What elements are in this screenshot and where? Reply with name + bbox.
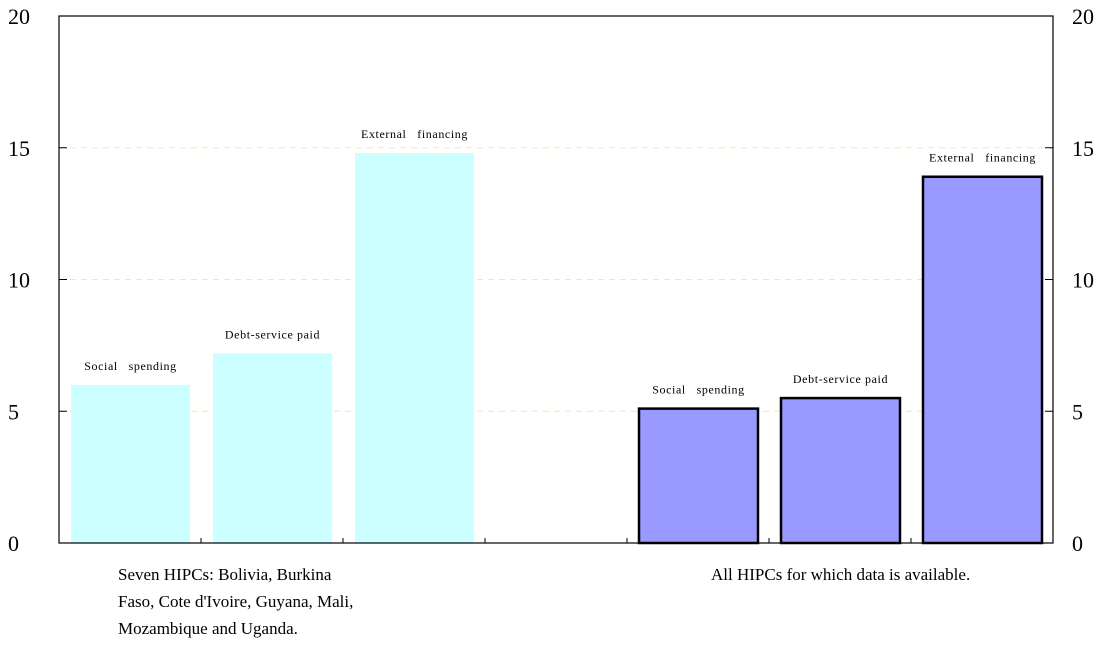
right-tick-label: 5: [1072, 399, 1083, 424]
bar: [71, 384, 190, 543]
right-tick-label: 10: [1072, 268, 1094, 293]
left-tick-label: 0: [8, 531, 19, 556]
left-tick-label: 5: [8, 399, 19, 424]
right-tick-label: 0: [1072, 531, 1083, 556]
bar-labels: Social spending Debt-service paid External…: [84, 127, 1036, 397]
right-tick-label: 15: [1072, 136, 1094, 161]
left-tick-label: 15: [8, 136, 30, 161]
grid-lines: [59, 147, 1053, 412]
group-caption-all-hipcs: All HIPCs for which data is available.: [711, 565, 971, 584]
bar: [921, 175, 1044, 545]
bar-label: Social spending: [652, 383, 745, 397]
right-tick-label: 20: [1072, 4, 1094, 29]
left-tick-label: 20: [8, 4, 30, 29]
axis-ticks: 0 0 5 5 10 10 15 15 20 20: [8, 4, 1094, 556]
bar: [637, 407, 760, 545]
bar: [213, 353, 332, 543]
bar: [779, 396, 902, 545]
bars: [71, 153, 1044, 545]
group-caption-seven-hipcs: Seven HIPCs: Bolivia, Burkina Faso, Cote…: [118, 565, 354, 638]
bar-label: External financing: [361, 127, 468, 141]
bar-label: External financing: [929, 151, 1036, 165]
left-tick-label: 10: [8, 268, 30, 293]
bar: [355, 153, 474, 543]
bar-label: Social spending: [84, 359, 177, 373]
bar-label: Debt-service paid: [225, 327, 320, 341]
bar-label: Debt-service paid: [793, 372, 888, 386]
